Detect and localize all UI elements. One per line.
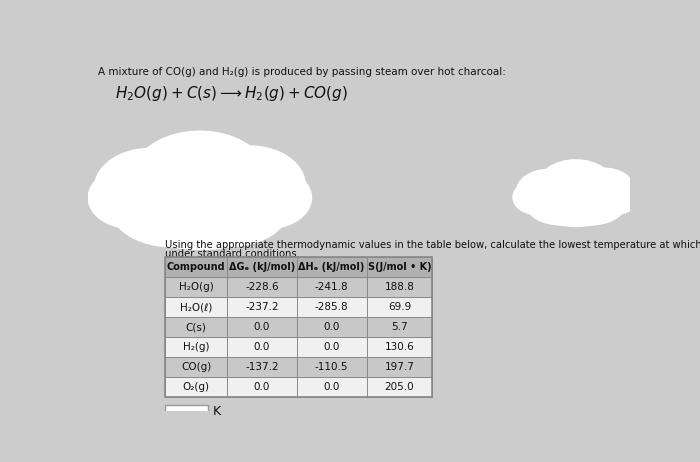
Text: 197.7: 197.7 <box>384 362 414 372</box>
Bar <box>165 317 433 337</box>
Bar <box>165 257 433 277</box>
Ellipse shape <box>88 167 175 229</box>
Text: 205.0: 205.0 <box>384 383 414 392</box>
Text: C(s): C(s) <box>186 322 206 332</box>
Text: 5.7: 5.7 <box>391 322 407 332</box>
Text: 0.0: 0.0 <box>323 383 340 392</box>
Ellipse shape <box>589 180 638 214</box>
Text: CO(g): CO(g) <box>181 362 211 372</box>
Ellipse shape <box>132 131 268 225</box>
Text: 69.9: 69.9 <box>388 302 411 312</box>
Bar <box>165 405 208 419</box>
Ellipse shape <box>94 148 206 227</box>
Bar <box>165 257 433 397</box>
Text: O₂(g): O₂(g) <box>183 383 209 392</box>
Text: A mixture of CO(g) and H₂(g) is produced by passing steam over hot charcoal:: A mixture of CO(g) and H₂(g) is produced… <box>98 67 506 77</box>
Text: -137.2: -137.2 <box>245 362 279 372</box>
Text: S(J/mol • K): S(J/mol • K) <box>368 262 431 272</box>
Bar <box>165 357 433 377</box>
Ellipse shape <box>527 186 596 225</box>
Text: Compound: Compound <box>167 262 225 272</box>
Text: 0.0: 0.0 <box>323 322 340 332</box>
Text: 0.0: 0.0 <box>253 322 270 332</box>
Text: $H_2O(g) + C(s) \longrightarrow H_2(g) + CO(g)$: $H_2O(g) + C(s) \longrightarrow H_2(g) +… <box>115 84 348 103</box>
Ellipse shape <box>573 168 635 213</box>
Text: -228.6: -228.6 <box>245 282 279 292</box>
Text: ΔHₑ (kJ/mol): ΔHₑ (kJ/mol) <box>298 262 365 272</box>
Text: -285.8: -285.8 <box>315 302 349 312</box>
Bar <box>165 337 433 357</box>
Text: -241.8: -241.8 <box>315 282 349 292</box>
Ellipse shape <box>538 192 614 226</box>
Text: -110.5: -110.5 <box>315 362 349 372</box>
Ellipse shape <box>225 167 312 229</box>
Text: under standard conditions.: under standard conditions. <box>165 249 300 260</box>
Text: -237.2: -237.2 <box>245 302 279 312</box>
Text: ΔGₑ (kJ/mol): ΔGₑ (kJ/mol) <box>229 262 295 272</box>
Ellipse shape <box>113 178 237 247</box>
Text: 130.6: 130.6 <box>384 342 414 352</box>
Text: H₂(g): H₂(g) <box>183 342 209 352</box>
Ellipse shape <box>555 186 624 225</box>
Ellipse shape <box>194 146 305 225</box>
Bar <box>165 377 433 397</box>
Ellipse shape <box>538 160 614 213</box>
Text: H₂O(g): H₂O(g) <box>178 282 214 292</box>
Text: 0.0: 0.0 <box>253 383 270 392</box>
Text: 188.8: 188.8 <box>384 282 414 292</box>
Ellipse shape <box>517 170 579 214</box>
Ellipse shape <box>132 188 268 249</box>
Text: K: K <box>212 406 220 419</box>
Bar <box>165 297 433 317</box>
Text: Using the appropriate thermodynamic values in the table below, calculate the low: Using the appropriate thermodynamic valu… <box>165 240 700 250</box>
Ellipse shape <box>162 178 287 247</box>
Text: H₂O(ℓ): H₂O(ℓ) <box>180 302 212 312</box>
Text: 0.0: 0.0 <box>323 342 340 352</box>
Bar <box>165 277 433 297</box>
Text: 0.0: 0.0 <box>253 342 270 352</box>
Ellipse shape <box>513 180 562 214</box>
